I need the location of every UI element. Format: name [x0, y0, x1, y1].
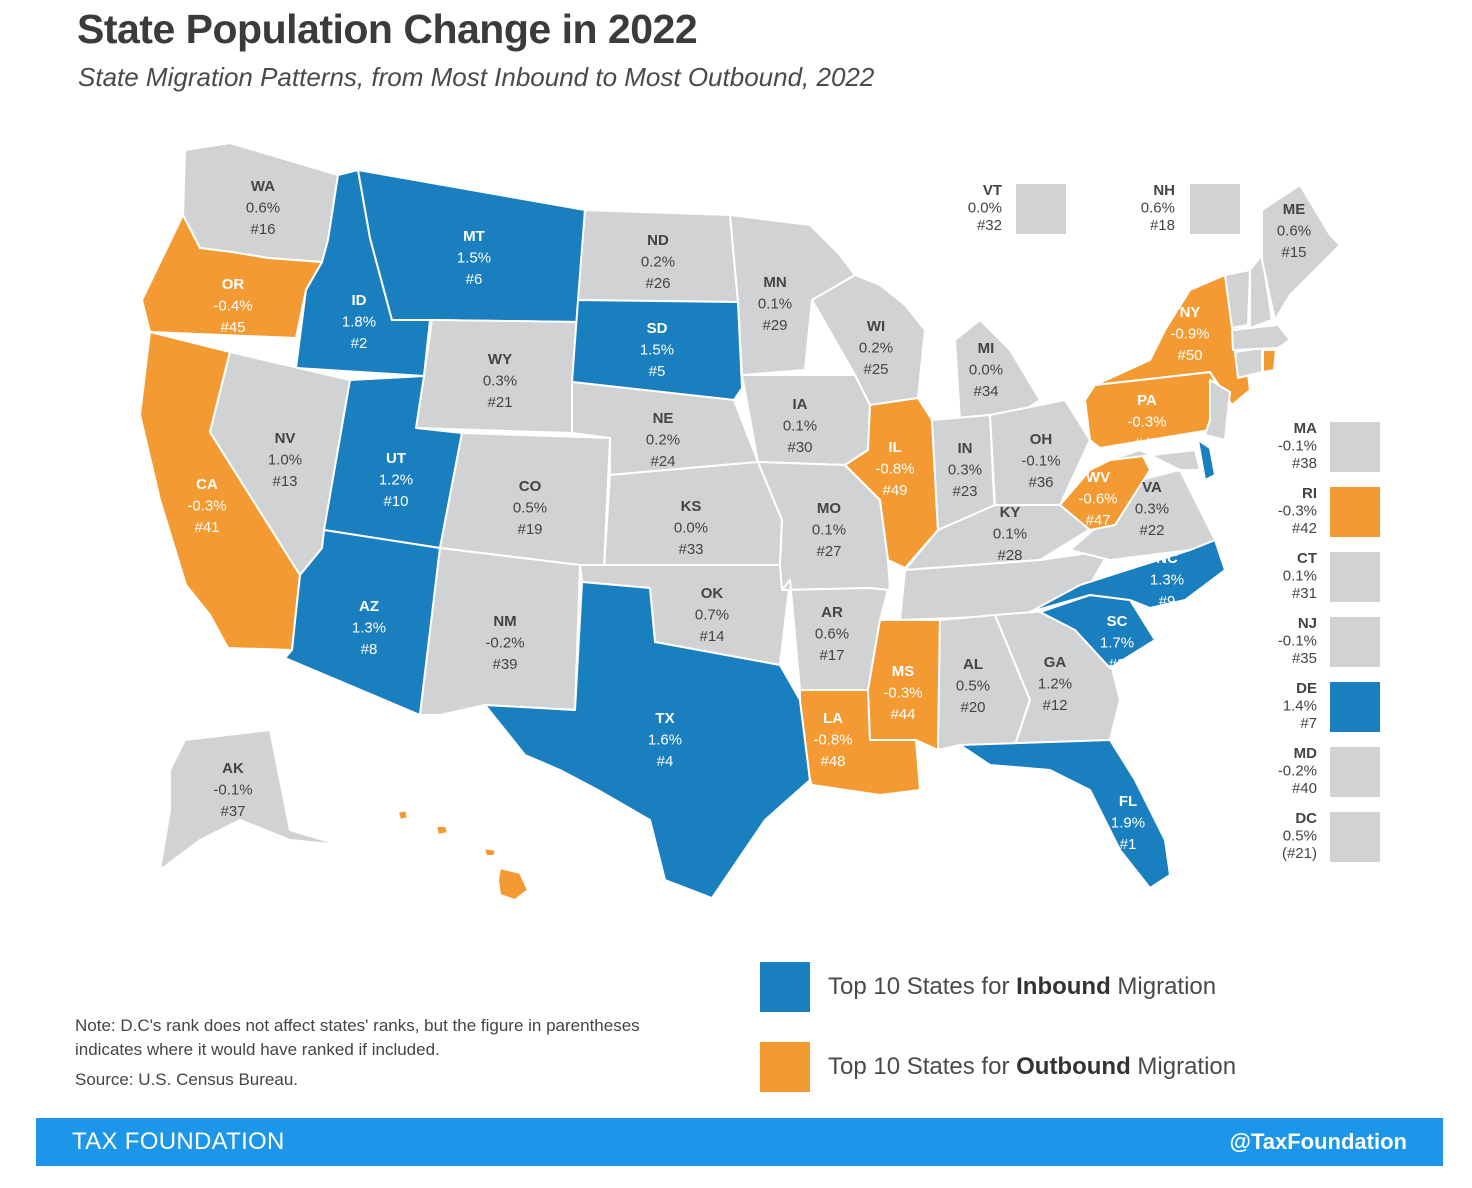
label-or: OR -0.4% #45: [213, 276, 252, 336]
label-va: VA 0.3% #22: [1135, 479, 1169, 539]
label-dc: DC 0.5% (#21): [1282, 810, 1317, 862]
state-nc: [1029, 539, 1226, 613]
label-wv: WV -0.6% #47: [1078, 469, 1117, 529]
label-pa: PA -0.3% #43: [1127, 392, 1166, 452]
label-ca: CA -0.3% #41: [187, 476, 226, 536]
legend-outbound-label: Top 10 States for Outbound Migration: [828, 1053, 1237, 1080]
state-labels: WA 0.6% #16 OR -0.4% #45 CA -0.3% #41 ID 1.8% #2 NV 1…: [187, 178, 1317, 907]
label-mt: MT 1.5% #6: [457, 228, 491, 288]
label-ky: KY 0.1% #28: [993, 504, 1027, 564]
legend: Top 10 States for Inbound Migration Top …: [760, 962, 1236, 1122]
label-wy: WY 0.3% #21: [483, 351, 517, 411]
swatch-dc: [1330, 812, 1380, 862]
state-vt: [1224, 269, 1251, 329]
label-ut: UT 1.2% #10: [379, 450, 413, 510]
legend-outbound-swatch: [760, 1042, 810, 1092]
state-ri: [1262, 349, 1277, 373]
state-sd: [571, 299, 743, 401]
legend-inbound-label: Top 10 States for Inbound Migration: [828, 973, 1217, 1000]
label-nm: NM -0.2% #39: [485, 613, 524, 673]
label-ok: OK 0.7% #14: [695, 585, 729, 645]
swatch-ma: [1330, 422, 1380, 472]
label-ks: KS 0.0% #33: [674, 498, 708, 558]
label-nc: NC 1.3% #9: [1150, 550, 1184, 610]
label-ga: GA 1.2% #12: [1038, 654, 1072, 714]
us-map: WA 0.6% #16 OR -0.4% #45 CA -0.3% #41 ID 1.8% #2 NV 1…: [139, 142, 1380, 907]
label-sc: SC 1.7% #3: [1100, 613, 1134, 673]
state-fl: [959, 739, 1171, 889]
state-me: [1261, 184, 1341, 321]
state-mt: [357, 169, 586, 323]
label-ny: NY -0.9% #50: [1170, 304, 1209, 364]
swatch-ri: [1330, 487, 1380, 537]
state-nj: [1204, 379, 1231, 441]
legend-outbound: Top 10 States for Outbound Migration: [760, 1042, 1236, 1092]
page-title: State Population Change in 2022: [77, 6, 698, 52]
label-nh: NH 0.6% #18: [1141, 182, 1175, 234]
label-ar: AR 0.6% #17: [815, 604, 849, 664]
label-nd: ND 0.2% #26: [641, 232, 675, 292]
label-az: AZ 1.3% #8: [352, 598, 386, 658]
state-ak: [159, 729, 341, 871]
swatch-nj: [1330, 617, 1380, 667]
state-oh: [989, 399, 1091, 506]
label-ri: RI -0.3% #42: [1278, 485, 1317, 537]
state-de: [1197, 439, 1216, 481]
state-nm: [419, 547, 581, 716]
legend-inbound-swatch: [760, 962, 810, 1012]
legend-inbound: Top 10 States for Inbound Migration: [760, 962, 1236, 1012]
label-in: IN 0.3% #23: [948, 440, 982, 500]
label-hi: HI -0.5% #46: [427, 847, 466, 907]
state-wv: [1059, 449, 1151, 531]
label-mn: MN 0.1% #29: [758, 274, 792, 334]
label-fl: FL 1.9% #1: [1111, 793, 1145, 853]
label-mi: MI 0.0% #34: [969, 340, 1003, 400]
label-wi: WI 0.2% #25: [859, 318, 893, 378]
state-ct: [1234, 347, 1263, 379]
footer-handle[interactable]: @TaxFoundation: [1229, 1129, 1407, 1154]
label-mo: MO 0.1% #27: [812, 500, 846, 560]
swatch-vt: [1016, 184, 1066, 234]
state-wi: [811, 274, 926, 406]
label-co: CO 0.5% #19: [513, 478, 547, 538]
state-il: [844, 397, 939, 569]
state-md: [1109, 449, 1201, 471]
label-ia: IA 0.1% #30: [783, 396, 817, 456]
source-text: Source: U.S. Census Bureau.: [75, 1070, 299, 1089]
state-ma: [1231, 324, 1291, 351]
note-text: Note: D.C's rank does not affect states'…: [75, 1016, 640, 1059]
page-subtitle: State Migration Patterns, from Most Inbo…: [78, 62, 875, 92]
swatch-nh: [1190, 184, 1240, 234]
label-la: LA -0.8% #48: [813, 710, 852, 770]
label-ak: AK -0.1% #37: [213, 760, 252, 820]
swatch-ct: [1330, 552, 1380, 602]
label-wa: WA 0.6% #16: [246, 178, 280, 238]
label-de: DE 1.4% #7: [1283, 680, 1317, 732]
swatch-de: [1330, 682, 1380, 732]
label-vt: VT 0.0% #32: [968, 182, 1002, 234]
label-md: MD -0.2% #40: [1278, 745, 1317, 797]
label-ne: NE 0.2% #24: [646, 410, 680, 470]
label-id: ID 1.8% #2: [342, 292, 376, 352]
label-ma: MA -0.1% #38: [1278, 420, 1317, 472]
label-tx: TX 1.6% #4: [648, 710, 682, 770]
state-shapes: [139, 142, 1380, 901]
swatch-md: [1330, 747, 1380, 797]
footer-bar: TAX FOUNDATION @TaxFoundation: [36, 1118, 1443, 1166]
label-al: AL 0.5% #20: [956, 656, 990, 716]
state-hi: [397, 809, 529, 901]
state-nh: [1249, 254, 1273, 329]
label-nj: NJ -0.1% #35: [1278, 615, 1317, 667]
label-me: ME 0.6% #15: [1277, 201, 1311, 261]
state-wy: [415, 319, 579, 434]
label-ms: MS -0.3% #44: [883, 663, 922, 723]
label-nv: NV 1.0% #13: [268, 430, 302, 490]
footer-brand: TAX FOUNDATION: [72, 1128, 285, 1155]
label-sd: SD 1.5% #5: [640, 320, 674, 380]
label-ct: CT 0.1% #31: [1283, 550, 1317, 602]
label-oh: OH -0.1% #36: [1021, 431, 1060, 491]
state-tx: [484, 581, 811, 899]
label-il: IL -0.8% #49: [875, 439, 914, 499]
